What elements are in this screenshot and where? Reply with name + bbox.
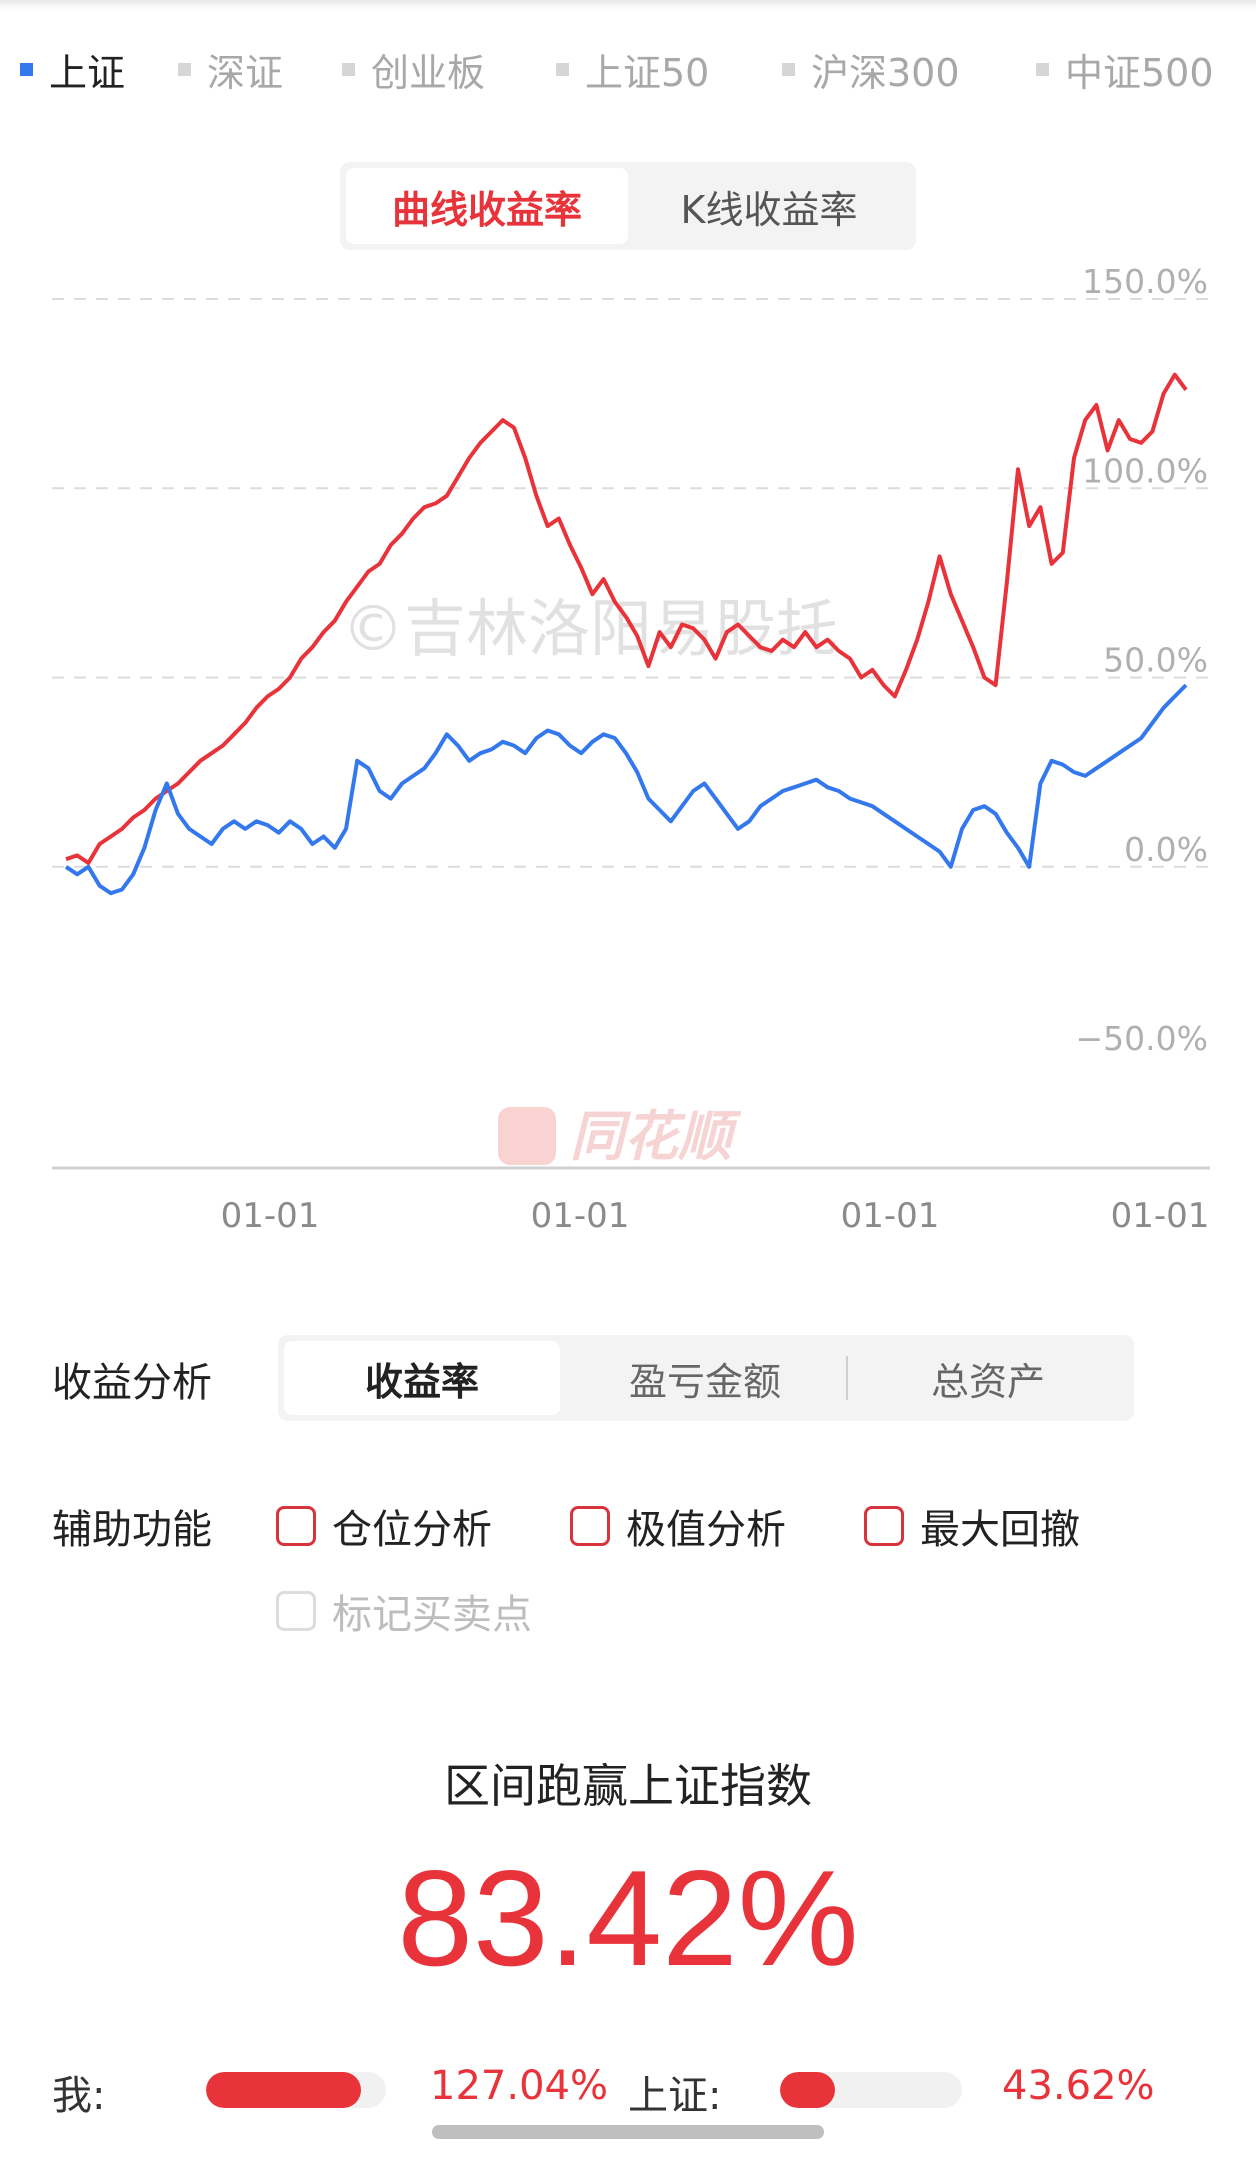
- checkbox-label: 极值分析: [626, 1507, 786, 1553]
- tab-chuangyeban[interactable]: 创业板: [342, 44, 486, 95]
- y-tick-label: −50.0%: [1076, 1019, 1208, 1058]
- my-return-fill: [206, 2072, 361, 2108]
- max-drawdown-checkbox[interactable]: 最大回撤: [864, 1497, 1080, 1555]
- brand-watermark-text: 同花顺: [570, 1105, 742, 1168]
- tab-marker-icon: [178, 62, 191, 76]
- return-chart: ©吉林洛阳易股托 同花顺 150.0% 100.0% 50.0% 0.0% −50.0%…: [52, 262, 1210, 1235]
- checkbox-icon: [276, 1506, 316, 1546]
- checkbox-label: 标记买卖点: [332, 1592, 532, 1638]
- copyright-watermark: ©吉林洛阳易股托: [342, 592, 838, 665]
- top-shadow: [0, 0, 1256, 10]
- outperform-title: 区间跑赢上证指数: [444, 1759, 812, 1813]
- my-return-label: 我:: [52, 2073, 106, 2119]
- tab-hushen300[interactable]: 沪深300: [782, 44, 960, 95]
- mark-trades-checkbox[interactable]: 标记买卖点: [276, 1582, 532, 1640]
- checkbox-icon: [276, 1591, 316, 1631]
- brand-watermark: 同花顺: [498, 1105, 742, 1168]
- x-tick-label: 01-01: [841, 1196, 940, 1235]
- tab-marker-icon: [782, 62, 795, 76]
- tab-marker-icon: [1036, 62, 1049, 76]
- segment-divider: [846, 1356, 848, 1400]
- checkbox-label: 最大回撤: [920, 1507, 1080, 1553]
- tab-label: 深证: [207, 50, 284, 95]
- y-tick-label: 50.0%: [1103, 641, 1208, 680]
- x-tick-label: 01-01: [1111, 1196, 1210, 1235]
- return-mode-toggle: 曲线收益率 K线收益率: [340, 162, 916, 250]
- tab-zhongzheng500[interactable]: 中证500: [1036, 44, 1214, 95]
- tab-label: 创业板: [371, 50, 486, 95]
- tab-kline-return[interactable]: K线收益率: [680, 187, 858, 232]
- index-return-bar: [780, 2072, 962, 2108]
- index-tabs: 上证 深证 创业板 上证50 沪深300 中证500: [20, 44, 1242, 95]
- my-return-line: [65, 372, 1188, 865]
- home-indicator[interactable]: [432, 2125, 824, 2139]
- tab-label: 上证50: [585, 50, 710, 95]
- y-tick-label: 150.0%: [1082, 262, 1208, 301]
- checkbox-label: 仓位分析: [332, 1507, 492, 1553]
- tab-curve-return[interactable]: 曲线收益率: [346, 168, 628, 244]
- index-return-label: 上证:: [628, 2073, 722, 2119]
- y-tick-label: 100.0%: [1082, 451, 1208, 490]
- checkbox-icon: [570, 1506, 610, 1546]
- index-return-value: 43.62%: [1002, 2063, 1155, 2109]
- tab-shenzheng[interactable]: 深证: [178, 44, 284, 95]
- analysis-toggle: 收益率 盈亏金额 总资产: [278, 1335, 1134, 1421]
- outperform-value: 83.42%: [397, 1842, 859, 1994]
- tab-shangzheng[interactable]: 上证: [20, 44, 126, 95]
- aux-label: 辅助功能: [52, 1507, 212, 1553]
- tab-marker-icon: [20, 62, 33, 76]
- tab-shangzheng50[interactable]: 上证50: [556, 44, 710, 95]
- checkbox-icon: [864, 1506, 904, 1546]
- tab-marker-icon: [556, 62, 569, 76]
- x-tick-label: 01-01: [531, 1196, 630, 1235]
- x-tick-label: 01-01: [221, 1196, 320, 1235]
- my-return-value: 127.04%: [430, 2063, 608, 2109]
- tab-label: 沪深300: [811, 50, 960, 95]
- y-tick-label: 0.0%: [1124, 830, 1208, 869]
- my-return-bar: [206, 2072, 386, 2108]
- tab-label: 上证: [49, 50, 126, 95]
- brand-logo-icon: [498, 1107, 556, 1165]
- tab-profit-amount[interactable]: 盈亏金额: [628, 1359, 781, 1404]
- index-return-fill: [780, 2072, 835, 2108]
- analysis-label: 收益分析: [52, 1360, 212, 1406]
- position-analysis-checkbox[interactable]: 仓位分析: [276, 1497, 492, 1555]
- tab-label: 中证500: [1065, 50, 1214, 95]
- tab-marker-icon: [342, 62, 355, 76]
- extreme-analysis-checkbox[interactable]: 极值分析: [570, 1497, 786, 1555]
- index-return-line: [64, 683, 1188, 896]
- tab-return-rate[interactable]: 收益率: [284, 1341, 560, 1415]
- tab-total-assets[interactable]: 总资产: [930, 1359, 1045, 1404]
